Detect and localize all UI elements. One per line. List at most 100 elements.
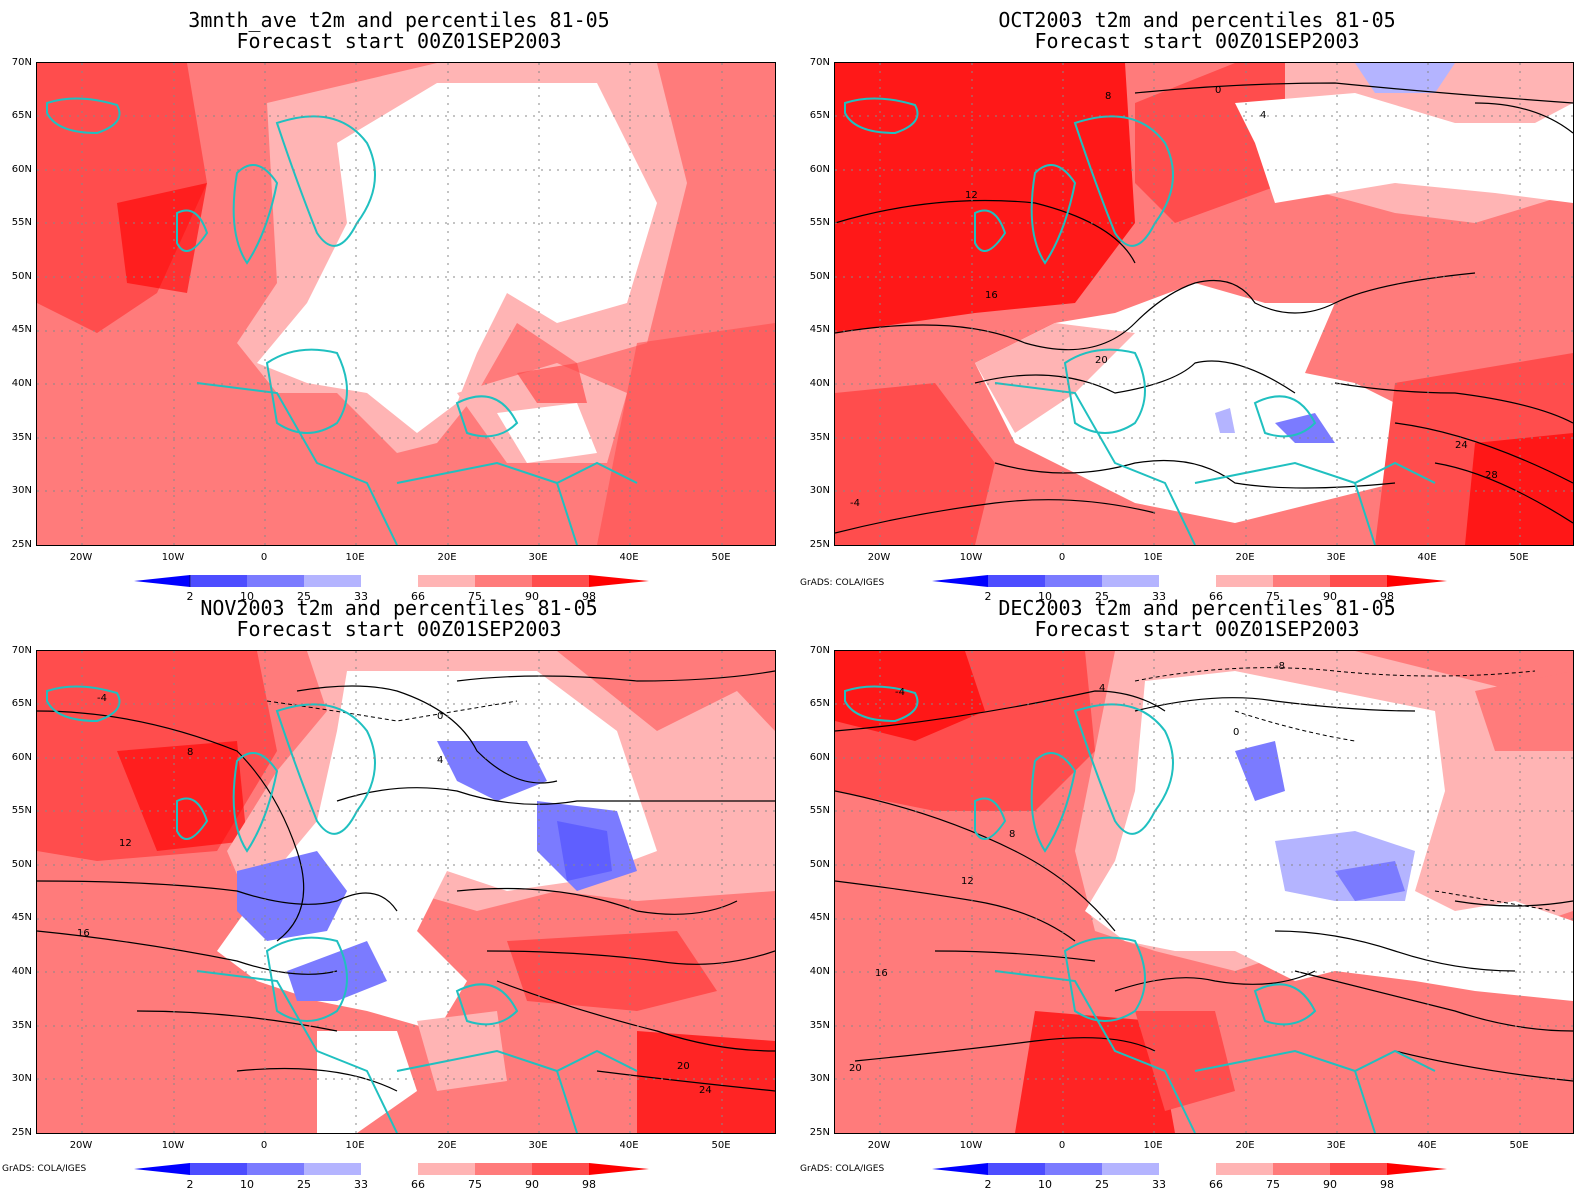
lat-tick: 45N	[11, 912, 32, 923]
lon-tick: 40E	[619, 1140, 639, 1151]
colorbar-label: 2	[187, 590, 194, 603]
panel-title: DEC2003 t2m and percentiles 81-05	[998, 596, 1396, 620]
panel-subtitle: Forecast start 00Z01SEP2003	[236, 29, 562, 53]
lat-tick: 55N	[809, 217, 830, 228]
lat-tick: 50N	[11, 271, 32, 282]
colorbar-label: 2	[985, 1178, 992, 1191]
colorbar-label: 25	[1095, 590, 1109, 603]
panel-title: 3mnth_ave t2m and percentiles 81-05	[188, 8, 610, 32]
lat-tick: 35N	[809, 1020, 830, 1031]
lon-tick: 10E	[345, 552, 365, 563]
lat-tick: 65N	[809, 698, 830, 709]
contour-label: 4	[437, 755, 443, 766]
colorbar-label: 10	[240, 590, 254, 603]
colorbar-label: 66	[411, 590, 425, 603]
lon-tick: 10W	[161, 552, 185, 563]
panel-subtitle: Forecast start 00Z01SEP2003	[236, 617, 562, 641]
colorbar-label: 25	[1095, 1178, 1109, 1191]
contour-label: 20	[1095, 355, 1108, 366]
lon-tick: 20E	[437, 552, 457, 563]
colorbar-label: 98	[582, 1178, 596, 1191]
contour-label: 24	[1455, 440, 1468, 451]
colorbar-label: 10	[1038, 590, 1052, 603]
colorbar-label: 33	[1152, 590, 1166, 603]
lat-tick: 40N	[11, 378, 32, 389]
lat-tick: 25N	[809, 1127, 830, 1138]
lat-tick: 35N	[809, 432, 830, 443]
colorbar-label: 90	[525, 1178, 539, 1191]
lat-tick: 70N	[809, 57, 830, 68]
colorbar-graphic: 2 10 25 33 66 75 90 98	[932, 1163, 1447, 1191]
lat-tick: 45N	[11, 324, 32, 335]
map-dec2003: -8 -4 0 4 8 12 16 20	[834, 650, 1574, 1134]
panel-oct2003: OCT2003 t2m and percentiles 81-05 Foreca…	[798, 0, 1596, 603]
lat-tick: 30N	[809, 485, 830, 496]
contour-label: 4	[1099, 683, 1105, 694]
grads-credit: GrADS: COLA/IGES	[2, 1164, 87, 1174]
lon-tick: 10W	[959, 552, 983, 563]
grads-credit: GrADS: COLA/IGES	[800, 578, 885, 588]
lat-tick: 60N	[809, 752, 830, 763]
lon-tick: 20E	[1235, 1140, 1255, 1151]
lat-tick: 40N	[809, 378, 830, 389]
colorbar-label: 75	[468, 590, 482, 603]
lon-tick: 10W	[161, 1140, 185, 1151]
contour-label: 16	[985, 290, 998, 301]
contour-label: -8	[1275, 661, 1285, 672]
colorbar-label: 75	[1266, 590, 1280, 603]
contour-label: 8	[1009, 829, 1015, 840]
colorbar: 2 10 25 33 66 75 90 98	[932, 575, 1472, 603]
lon-tick: 0	[1058, 552, 1066, 563]
lon-tick: 0	[260, 552, 268, 563]
contour-label: 0	[1233, 727, 1239, 738]
contour-label: 12	[965, 190, 978, 201]
colorbar-label: 33	[354, 590, 368, 603]
colorbar-label: 90	[1323, 590, 1337, 603]
lon-tick: 20W	[867, 1140, 891, 1151]
lon-tick: 50E	[1509, 1140, 1529, 1151]
lon-tick: 0	[1058, 1140, 1066, 1151]
contour-label: 0	[437, 711, 443, 722]
lon-tick: 30E	[528, 1140, 548, 1151]
contour-label: 12	[961, 876, 974, 887]
lat-tick: 55N	[11, 805, 32, 816]
contour-label: 28	[1485, 470, 1498, 481]
lon-tick: 30E	[1326, 552, 1346, 563]
lon-tick: 50E	[1509, 552, 1529, 563]
contour-label: 12	[119, 838, 132, 849]
lat-tick: 65N	[11, 698, 32, 709]
panel-dec2003: DEC2003 t2m and percentiles 81-05 Foreca…	[798, 588, 1596, 1191]
lat-tick: 65N	[11, 110, 32, 121]
lon-tick: 40E	[1417, 552, 1437, 563]
contour-label: 20	[849, 1063, 862, 1074]
lat-tick: 50N	[809, 859, 830, 870]
lon-tick: 0	[260, 1140, 268, 1151]
lat-tick: 25N	[11, 539, 32, 550]
contour-label: 16	[77, 928, 90, 939]
colorbar-label: 2	[985, 590, 992, 603]
panel-subtitle: Forecast start 00Z01SEP2003	[1034, 29, 1360, 53]
lon-tick: 20W	[867, 552, 891, 563]
lon-tick: 40E	[619, 552, 639, 563]
lat-tick: 70N	[809, 645, 830, 656]
lon-tick: 50E	[711, 1140, 731, 1151]
map-nov2003: -4 0 4 8 12 16 20 24	[36, 650, 776, 1134]
lat-tick: 45N	[809, 912, 830, 923]
lat-tick: 70N	[11, 57, 32, 68]
lon-tick: 20E	[437, 1140, 457, 1151]
map-oct2003: 8 0 4 12 16 20 24 28 -4	[834, 62, 1574, 546]
lat-tick: 70N	[11, 645, 32, 656]
colorbar-label: 90	[525, 590, 539, 603]
colorbar-label: 66	[1209, 1178, 1223, 1191]
lat-tick: 25N	[11, 1127, 32, 1138]
colorbar-label: 10	[240, 1178, 254, 1191]
lon-tick: 30E	[528, 552, 548, 563]
lat-tick: 30N	[809, 1073, 830, 1084]
colorbar-label: 33	[354, 1178, 368, 1191]
contour-label: -4	[97, 693, 107, 704]
colorbar-graphic: 2 10 25 33 66 75 90 98	[134, 1163, 649, 1191]
lat-tick: 60N	[11, 164, 32, 175]
colorbar-label: 75	[468, 1178, 482, 1191]
colorbar-label: 90	[1323, 1178, 1337, 1191]
contour-label: 8	[1105, 91, 1111, 102]
